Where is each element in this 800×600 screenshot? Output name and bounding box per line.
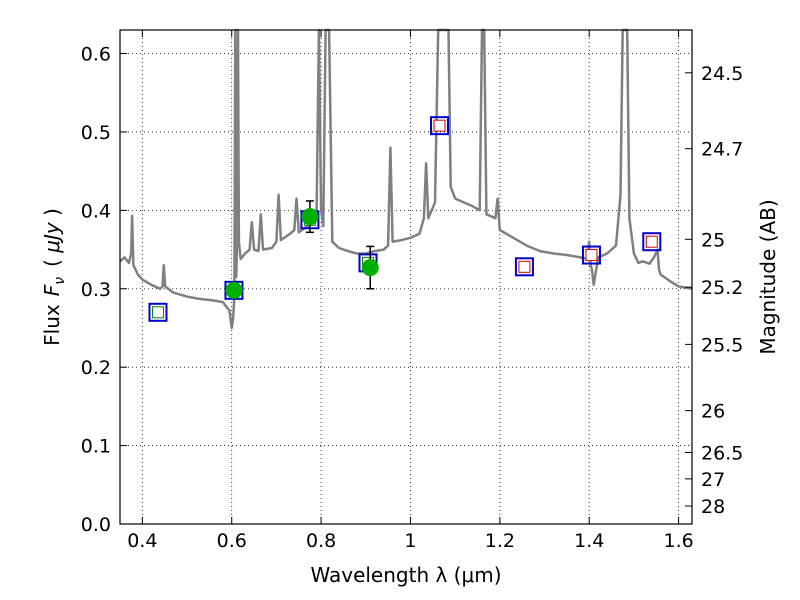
x-tick-label: 0.8 (306, 530, 336, 552)
photometry-markers (148, 116, 662, 322)
spectrum-line (119, 28, 693, 330)
y2-tick-label: 25.2 (701, 277, 743, 299)
model-flux-box (514, 257, 534, 277)
y-tick-label: 0.2 (81, 357, 111, 379)
model-flux-box (642, 232, 662, 252)
y-tick-label: 0.0 (81, 514, 111, 536)
x-axis-label: Wavelength λ (μm) (310, 563, 501, 587)
y2-tick-label: 28 (701, 496, 725, 518)
y2-axis-label: Magnitude (AB) (756, 199, 780, 354)
x-tick-label: 0.4 (127, 530, 157, 552)
model-flux-box (581, 245, 601, 265)
y2-tick-label: 27 (701, 469, 725, 491)
model-flux-inner-box (645, 235, 658, 248)
model-flux-inner-box (585, 249, 598, 262)
model-flux-inner-box (433, 119, 446, 132)
y2-tick-label: 25.5 (701, 334, 743, 356)
y2-tick-label: 24.7 (701, 139, 743, 161)
x-tick-label: 1 (404, 530, 416, 552)
y-tick-label: 0.4 (81, 200, 111, 222)
model-flux-inner-box (151, 306, 164, 319)
grid-lines (120, 30, 692, 525)
axis-ticks: 0.4 0.6 0.8 1 1.2 1.4 1.6 0.0 0.1 0.2 0.3 0.4 0.5 0.6… (81, 30, 743, 552)
x-tick-label: 0.6 (217, 530, 247, 552)
y2-tick-label: 26 (701, 401, 725, 423)
y-tick-label: 0.3 (81, 279, 111, 301)
observed-flux-point (301, 208, 319, 226)
model-flux-box (148, 302, 168, 322)
observed-flux-point (225, 281, 243, 299)
y-tick-label: 0.6 (81, 44, 111, 66)
plot-frame (119, 29, 693, 525)
y2-tick-label: 24.5 (701, 63, 743, 85)
y-axis-label: FluxFν( μJy ) (40, 208, 68, 346)
model-flux-inner-box (518, 260, 531, 273)
x-tick-label: 1.2 (485, 530, 515, 552)
y2-tick-label: 25 (701, 229, 725, 251)
y2-tick-label: 26.5 (701, 442, 743, 464)
model-flux-box (430, 116, 450, 136)
x-tick-label: 1.6 (663, 530, 693, 552)
y-tick-label: 0.5 (81, 122, 111, 144)
x-tick-label: 1.4 (574, 530, 604, 552)
y-tick-label: 0.1 (81, 436, 111, 458)
observed-flux-point (361, 259, 379, 277)
